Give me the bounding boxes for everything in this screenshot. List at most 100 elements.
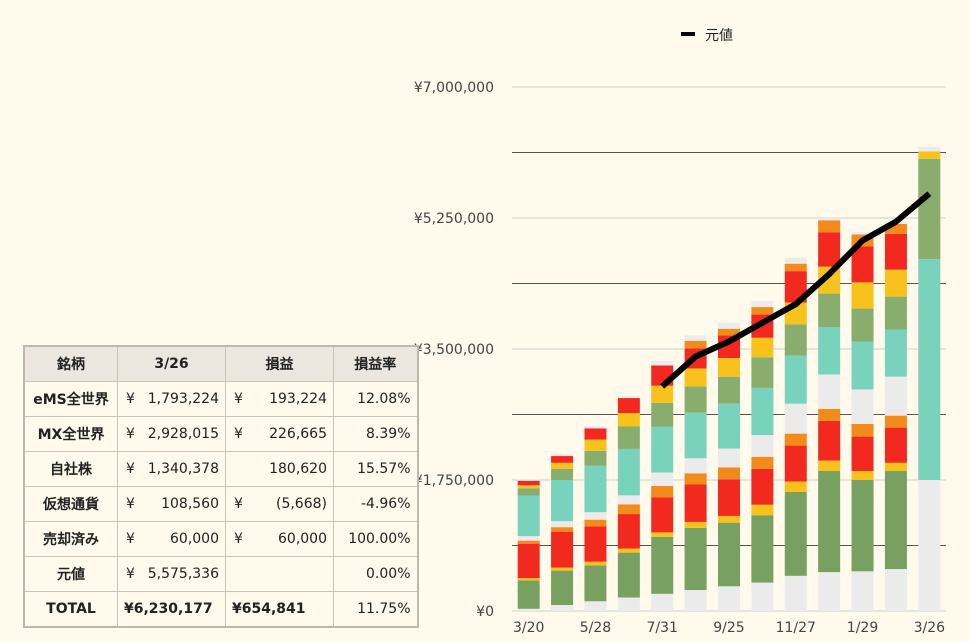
bar-segment bbox=[718, 403, 740, 449]
table-row: 売却済み ¥60,000 ¥60,000 100.00% bbox=[23, 521, 418, 557]
bar-segment bbox=[584, 601, 607, 611]
bar-segment bbox=[584, 561, 607, 566]
bar-segment bbox=[884, 329, 907, 377]
bar-segment bbox=[651, 402, 674, 427]
bar-segment bbox=[551, 527, 574, 532]
bar-segment bbox=[751, 301, 774, 308]
table-row: 元値 ¥5,575,336 0.00% bbox=[23, 556, 418, 592]
bar-segment bbox=[517, 480, 540, 486]
bar-segment bbox=[551, 462, 574, 469]
row-value-currency: ¥ bbox=[126, 566, 135, 582]
bar-segment bbox=[617, 448, 640, 496]
row-value: ¥1,793,224 bbox=[117, 381, 226, 417]
bar-segment bbox=[684, 473, 707, 485]
row-value-amount: 1,340,378 bbox=[147, 461, 219, 477]
row-name: MX全世界 bbox=[23, 416, 118, 452]
header-pl: 損益 bbox=[225, 345, 334, 382]
bar-segment bbox=[918, 259, 941, 480]
holdings-table: 銘柄 3/26 損益 損益率 eMS全世界 ¥1,793,224 ¥193,224 1… bbox=[23, 345, 419, 628]
bar-segment bbox=[684, 458, 707, 474]
bar-segment bbox=[517, 479, 540, 481]
bar-segment bbox=[517, 580, 540, 609]
row-value-currency: ¥ bbox=[126, 426, 135, 442]
bar-segment bbox=[651, 472, 674, 486]
bar-segment bbox=[751, 468, 774, 505]
row-pl-currency: ¥ bbox=[234, 496, 243, 512]
bar-segment bbox=[551, 521, 574, 528]
bar-segment bbox=[617, 504, 640, 515]
bar-segment bbox=[584, 465, 607, 513]
bar-segment bbox=[617, 552, 640, 598]
row-pl bbox=[225, 556, 334, 592]
bar-segment bbox=[784, 481, 807, 492]
bar-segment bbox=[651, 360, 674, 366]
row-value: ¥60,000 bbox=[117, 521, 226, 557]
row-pl-currency bbox=[232, 461, 234, 477]
bar-segment bbox=[517, 495, 540, 537]
row-name: 仮想通貨 bbox=[23, 486, 118, 522]
bar-segment bbox=[784, 324, 807, 356]
bar-segment bbox=[751, 504, 774, 516]
bar-segment bbox=[517, 608, 540, 611]
bar-segment bbox=[684, 590, 707, 611]
bar-segment bbox=[684, 484, 707, 522]
total-label: TOTAL bbox=[23, 591, 118, 628]
bar-segment bbox=[784, 445, 807, 482]
bar-segment bbox=[651, 426, 674, 473]
row-pl-amount: 180,620 bbox=[269, 461, 327, 477]
x-tick-label: 9/25 bbox=[713, 620, 744, 636]
table-row: 仮想通貨 ¥108,560 ¥ (5,668) -4.96% bbox=[23, 486, 418, 522]
bar-segment bbox=[784, 575, 807, 611]
row-value-amount: 1,793,224 bbox=[147, 391, 219, 407]
bar-segment bbox=[751, 515, 774, 583]
bar-segment bbox=[884, 376, 907, 416]
y-axis-labels: ¥0 ¥1,750,000 ¥3,500,000 ¥5,250,000 ¥7,000,0… bbox=[414, 80, 494, 620]
bar-segment bbox=[918, 480, 941, 611]
bar-segment bbox=[851, 232, 874, 235]
row-pl-amount: (5,668) bbox=[275, 496, 327, 512]
row-pl: 180,620 bbox=[225, 451, 334, 487]
bar-segment bbox=[651, 532, 674, 537]
row-value-amount: 108,560 bbox=[161, 496, 219, 512]
cost-basis-line bbox=[660, 191, 932, 389]
bar-segment bbox=[784, 355, 807, 404]
bar-segment bbox=[751, 456, 774, 469]
row-pl-amount: 193,224 bbox=[269, 391, 327, 407]
bar-segment bbox=[617, 413, 640, 427]
row-rate: 15.57% bbox=[333, 451, 418, 487]
bar-segment bbox=[851, 341, 874, 390]
bar-segment bbox=[718, 376, 740, 404]
bar-segment bbox=[918, 151, 941, 159]
bar-segment bbox=[784, 257, 807, 264]
bar-segment bbox=[818, 293, 841, 328]
bar-segment bbox=[718, 586, 740, 611]
bar-segment bbox=[718, 448, 740, 468]
bar-segment bbox=[718, 322, 740, 329]
bar-segment bbox=[517, 578, 540, 581]
bar-segment bbox=[551, 570, 574, 606]
row-rate: 0.00% bbox=[333, 556, 418, 592]
bar-segment bbox=[651, 485, 674, 498]
row-value-currency: ¥ bbox=[126, 391, 135, 407]
bar-segment bbox=[551, 480, 574, 522]
bar-segment bbox=[818, 572, 841, 611]
bar-segment bbox=[651, 536, 674, 594]
table-row: MX全世界 ¥2,928,015 ¥226,665 8.39% bbox=[23, 416, 418, 452]
bar-segment bbox=[818, 460, 841, 472]
bar-segment bbox=[517, 536, 540, 541]
row-value-currency: ¥ bbox=[126, 496, 135, 512]
total-value: ¥6,230,177 bbox=[117, 591, 226, 628]
bar-segment bbox=[718, 522, 740, 587]
bar-segment bbox=[751, 357, 774, 388]
bar-segment bbox=[851, 308, 874, 342]
bar-segment bbox=[617, 548, 640, 553]
bar-segment bbox=[584, 519, 607, 527]
bar-segment bbox=[884, 415, 907, 428]
bar-segment bbox=[784, 491, 807, 576]
bar-segment bbox=[818, 471, 841, 573]
row-value-amount: 5,575,336 bbox=[147, 566, 219, 582]
bar-segment bbox=[584, 526, 607, 562]
legend-label: 元値 bbox=[705, 28, 733, 44]
row-pl: ¥ (5,668) bbox=[225, 486, 334, 522]
bar-segment bbox=[884, 233, 907, 270]
